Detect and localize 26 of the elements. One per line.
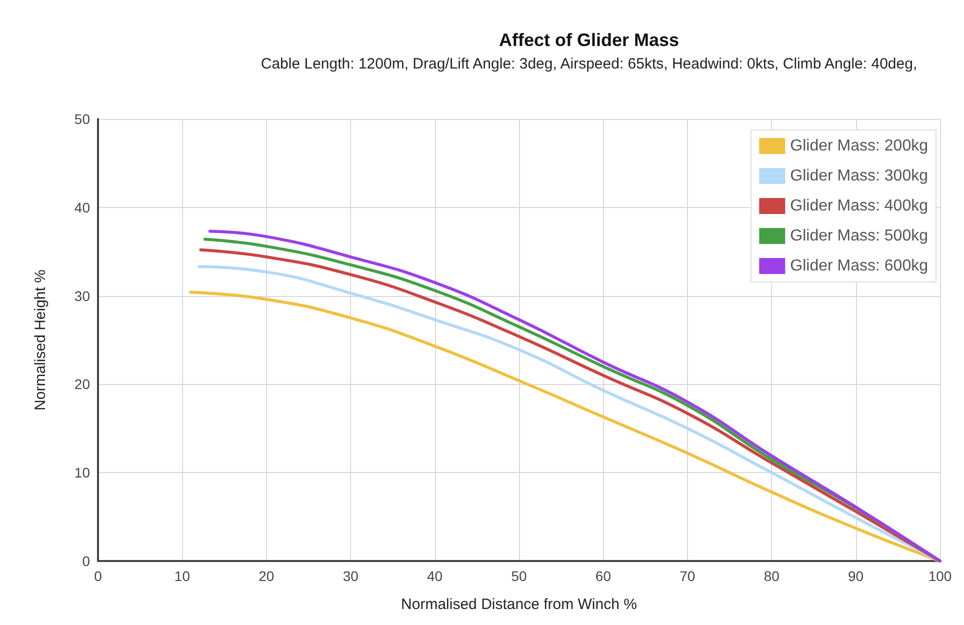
x-tick-label: 10 xyxy=(174,568,190,584)
legend-label: Glider Mass: 400kg xyxy=(790,198,928,214)
chart-title: Affect of Glider Mass xyxy=(498,30,680,50)
x-tick-label: 90 xyxy=(848,568,864,584)
x-tick-label: 0 xyxy=(94,568,102,584)
y-tick-label: 50 xyxy=(74,111,90,127)
x-tick-label: 80 xyxy=(764,568,780,584)
legend-label: Glider Mass: 200kg xyxy=(790,138,928,154)
x-tick-label: 70 xyxy=(680,568,696,584)
x-tick-label: 20 xyxy=(258,568,274,584)
legend-label: Glider Mass: 600kg xyxy=(790,258,928,274)
x-tick-label: 60 xyxy=(595,568,612,584)
chart-subtitle: Cable Length: 1200m, Drag/Lift Angle: 3deg, Airspeed: 65kts, Headwind: 0kts, Climb Angle: 40deg, xyxy=(260,56,918,72)
y-tick-label: 10 xyxy=(74,464,90,481)
y-tick-label: 40 xyxy=(74,199,90,216)
y-axis-title: Normalised Height % xyxy=(32,270,49,410)
x-tick-label: 40 xyxy=(427,568,443,584)
y-tick-label: 0 xyxy=(82,553,90,569)
y-tick-label: 30 xyxy=(74,288,90,304)
legend-label: Glider Mass: 500kg xyxy=(790,228,928,244)
y-tick-label: 20 xyxy=(74,376,90,392)
x-axis-title: Normalised Distance from Winch % xyxy=(401,596,637,613)
x-tick-label: 100 xyxy=(928,568,952,584)
x-tick-label: 50 xyxy=(511,568,527,584)
x-tick-label: 30 xyxy=(342,568,359,584)
legend-label: Glider Mass: 300kg xyxy=(790,168,928,184)
